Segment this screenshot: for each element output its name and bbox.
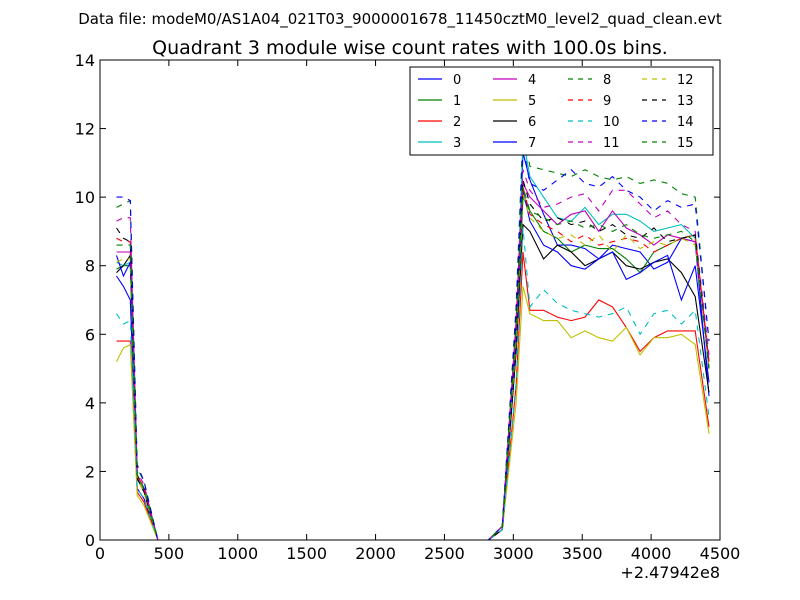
x-tick-label: 2000 — [355, 544, 396, 563]
x-tick-label: 1000 — [217, 544, 258, 563]
chart-title: Quadrant 3 module wise count rates with … — [152, 37, 668, 59]
y-tick-label: 2 — [85, 462, 95, 481]
y-tick-label: 0 — [85, 531, 95, 550]
legend-label-8: 8 — [603, 73, 611, 88]
y-tick-label: 10 — [75, 188, 95, 207]
legend-label-13: 13 — [677, 94, 694, 109]
x-tick-label: 2500 — [424, 544, 465, 563]
y-tick-label: 14 — [75, 51, 95, 70]
legend-label-3: 3 — [453, 136, 461, 151]
chart-suptitle: Data file: modeM0/AS1A04_021T03_90000016… — [78, 10, 722, 29]
legend-label-2: 2 — [453, 115, 461, 130]
y-tick-label: 8 — [85, 257, 95, 276]
x-offset-label: +2.47942e8 — [620, 563, 720, 582]
legend-label-1: 1 — [453, 94, 461, 109]
y-tick-label: 4 — [85, 394, 95, 413]
tick-layer: 0 500 1000 1500 2000 2500 3000 3500 4000 4500 0 2 4 6… — [75, 51, 741, 563]
x-tick-label: 4000 — [631, 544, 672, 563]
x-tick-label: 1500 — [286, 544, 327, 563]
x-tick-label: 4500 — [700, 544, 741, 563]
y-tick-label: 6 — [85, 325, 95, 344]
legend-label-15: 15 — [677, 136, 694, 151]
x-tick-label: 500 — [154, 544, 185, 563]
y-tick-label: 12 — [75, 120, 95, 139]
legend-label-7: 7 — [528, 136, 536, 151]
legend-label-11: 11 — [603, 136, 620, 151]
legend-label-5: 5 — [528, 94, 536, 109]
x-tick-label: 0 — [95, 544, 105, 563]
legend-label-6: 6 — [528, 115, 536, 130]
legend-label-12: 12 — [677, 73, 694, 88]
legend-label-4: 4 — [528, 73, 536, 88]
axes-frame — [99, 59, 721, 541]
legend-label-9: 9 — [603, 94, 611, 109]
x-tick-label: 3500 — [562, 544, 603, 563]
x-tick-label: 3000 — [493, 544, 534, 563]
legend-label-0: 0 — [453, 73, 461, 88]
legend-label-14: 14 — [677, 115, 694, 130]
legend-box — [409, 66, 714, 156]
legend-label-10: 10 — [603, 115, 620, 130]
